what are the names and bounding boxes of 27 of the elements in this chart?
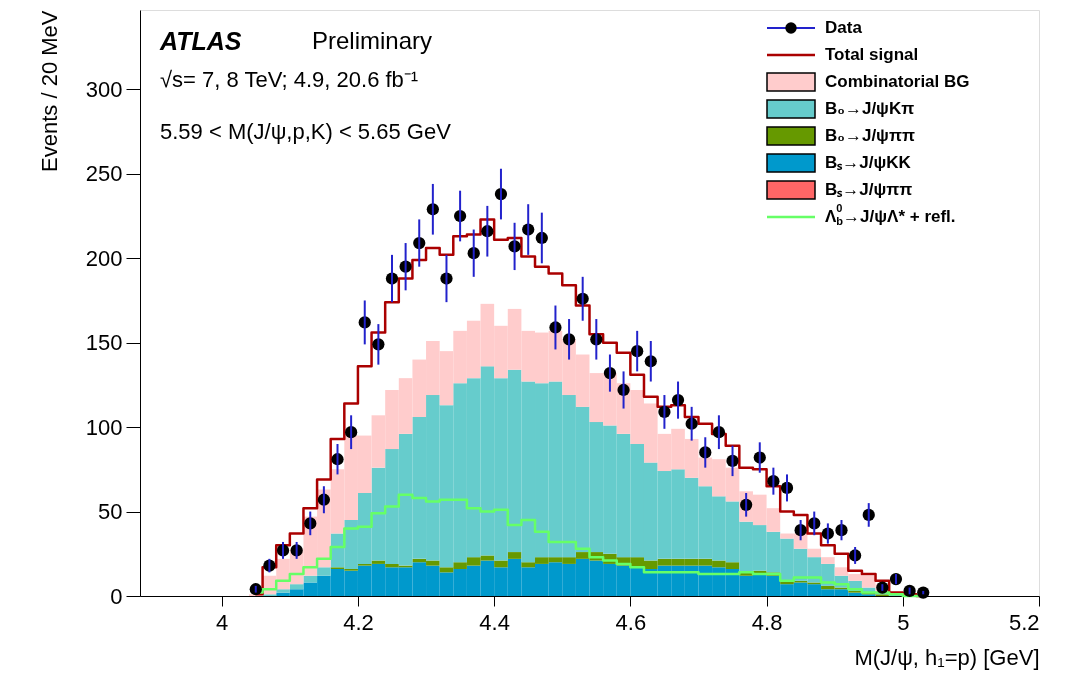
x-tick-label: 4.4 bbox=[479, 609, 510, 635]
legend-label: Total signal bbox=[825, 45, 919, 64]
y-tick-label: 300 bbox=[85, 76, 123, 102]
x-tick-label: 4 bbox=[216, 609, 229, 635]
x-tick-label: 4.6 bbox=[615, 609, 647, 635]
annotation: Preliminary bbox=[312, 27, 433, 54]
legend-label: B₀→J/ψππ bbox=[825, 126, 915, 145]
annotation: 5.59 < M(J/ψ,p,K) < 5.65 GeV bbox=[160, 119, 452, 144]
x-tick-label: 5 bbox=[897, 609, 910, 635]
y-axis-title: Events / 20 MeV bbox=[36, 10, 62, 172]
y-tick-label: 150 bbox=[85, 330, 123, 356]
legend-label: Combinatorial BG bbox=[825, 72, 970, 91]
legend-label: B₀→J/ψKπ bbox=[825, 99, 915, 118]
legend-label: Bₛ→J/ψKK bbox=[825, 153, 912, 172]
x-tick-label: 5.2 bbox=[1008, 609, 1040, 635]
x-axis-title: M(J/ψ, h₁=p) [GeV] bbox=[854, 644, 1040, 670]
x-tick-label: 4.8 bbox=[751, 609, 783, 635]
y-tick-label: 50 bbox=[98, 499, 123, 525]
y-tick-label: 200 bbox=[85, 245, 123, 271]
legend-label: Data bbox=[825, 18, 863, 37]
y-tick-label: 0 bbox=[110, 583, 123, 609]
y-tick-label: 100 bbox=[85, 414, 123, 440]
legend-label: Bₛ→J/ψππ bbox=[825, 180, 913, 199]
y-tick-label: 250 bbox=[85, 161, 123, 187]
annotation: √s= 7, 8 TeV; 4.9, 20.6 fb⁻¹ bbox=[160, 67, 419, 92]
x-tick-label: 4.2 bbox=[343, 609, 374, 635]
annotation: ATLAS bbox=[159, 27, 242, 55]
